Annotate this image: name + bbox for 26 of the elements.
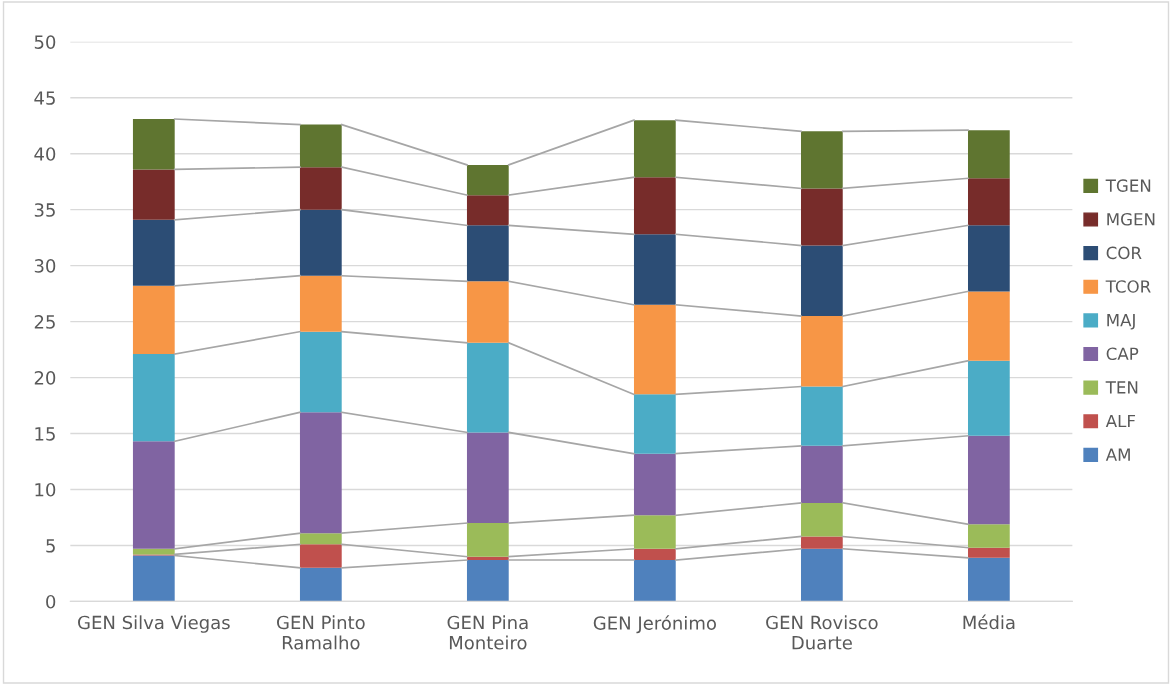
legend-label: TEN [1105, 381, 1138, 394]
legend-label: MGEN [1107, 212, 1155, 226]
y-tick-label: 5 [46, 539, 55, 553]
y-tick-label: 30 [34, 259, 56, 273]
legend-label: AM [1105, 448, 1130, 461]
legend-label: CAP [1106, 347, 1139, 361]
x-tick-label: GEN Pinto Ramalho [276, 615, 365, 650]
y-tick-label: 40 [34, 147, 56, 161]
y-tick-label: 15 [35, 427, 55, 441]
legend-label: ALF [1105, 414, 1136, 428]
y-tick-label: 25 [34, 315, 55, 329]
y-tick-label: 35 [34, 203, 55, 217]
x-tick-label: GEN Rovisco Duarte [766, 615, 878, 650]
y-tick-label: 50 [34, 35, 56, 49]
y-tick-label: 45 [34, 91, 55, 105]
y-tick-label: 0 [46, 594, 56, 609]
y-tick-label: 10 [35, 482, 56, 497]
y-tick-label: 20 [34, 371, 56, 385]
x-tick-label: GEN Pina Monteiro [447, 615, 528, 650]
legend-label: COR [1106, 246, 1142, 260]
x-tick-label: GEN Jerónimo [593, 615, 716, 634]
x-tick-label: GEN Silva Viegas [78, 615, 230, 633]
legend-label: TCOR [1105, 280, 1151, 293]
legend-label: MAJ [1107, 314, 1135, 330]
legend-label: TGEN [1105, 179, 1151, 192]
x-tick-label: Média [963, 614, 1015, 630]
